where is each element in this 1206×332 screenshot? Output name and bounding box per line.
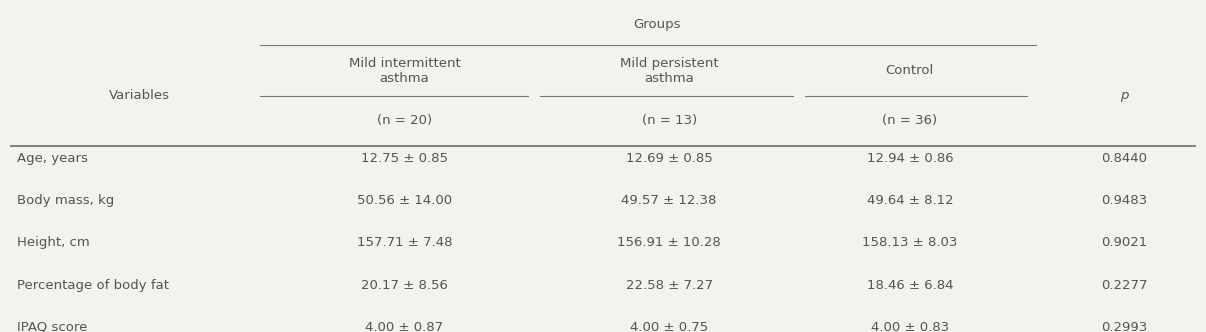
Text: 0.2277: 0.2277 bbox=[1101, 279, 1147, 292]
Text: 158.13 ± 8.03: 158.13 ± 8.03 bbox=[862, 236, 958, 249]
Text: (n = 36): (n = 36) bbox=[883, 114, 937, 126]
Text: (n = 13): (n = 13) bbox=[642, 114, 697, 126]
Text: 0.9021: 0.9021 bbox=[1101, 236, 1147, 249]
Text: 0.2993: 0.2993 bbox=[1101, 321, 1147, 332]
Text: Control: Control bbox=[885, 64, 933, 77]
Text: 12.69 ± 0.85: 12.69 ± 0.85 bbox=[626, 152, 713, 165]
Text: Body mass, kg: Body mass, kg bbox=[17, 194, 115, 207]
Text: 22.58 ± 7.27: 22.58 ± 7.27 bbox=[626, 279, 713, 292]
Text: (n = 20): (n = 20) bbox=[377, 114, 432, 126]
Text: p: p bbox=[1120, 89, 1128, 102]
Text: Variables: Variables bbox=[110, 89, 170, 102]
Text: 49.57 ± 12.38: 49.57 ± 12.38 bbox=[621, 194, 716, 207]
Text: 4.00 ± 0.87: 4.00 ± 0.87 bbox=[365, 321, 444, 332]
Text: Age, years: Age, years bbox=[17, 152, 88, 165]
Text: Mild persistent
asthma: Mild persistent asthma bbox=[620, 57, 719, 85]
Text: Height, cm: Height, cm bbox=[17, 236, 89, 249]
Text: Groups: Groups bbox=[633, 18, 681, 31]
Text: 50.56 ± 14.00: 50.56 ± 14.00 bbox=[357, 194, 452, 207]
Text: 0.8440: 0.8440 bbox=[1101, 152, 1147, 165]
Text: Mild intermittent
asthma: Mild intermittent asthma bbox=[349, 57, 461, 85]
Text: 49.64 ± 8.12: 49.64 ± 8.12 bbox=[866, 194, 953, 207]
Text: 0.9483: 0.9483 bbox=[1101, 194, 1147, 207]
Text: IPAQ score: IPAQ score bbox=[17, 321, 87, 332]
Text: 20.17 ± 8.56: 20.17 ± 8.56 bbox=[361, 279, 447, 292]
Text: 12.75 ± 0.85: 12.75 ± 0.85 bbox=[361, 152, 447, 165]
Text: Percentage of body fat: Percentage of body fat bbox=[17, 279, 169, 292]
Text: 18.46 ± 6.84: 18.46 ± 6.84 bbox=[867, 279, 953, 292]
Text: 157.71 ± 7.48: 157.71 ± 7.48 bbox=[357, 236, 452, 249]
Text: 156.91 ± 10.28: 156.91 ± 10.28 bbox=[617, 236, 721, 249]
Text: 12.94 ± 0.86: 12.94 ± 0.86 bbox=[866, 152, 953, 165]
Text: 4.00 ± 0.75: 4.00 ± 0.75 bbox=[630, 321, 708, 332]
Text: 4.00 ± 0.83: 4.00 ± 0.83 bbox=[871, 321, 949, 332]
